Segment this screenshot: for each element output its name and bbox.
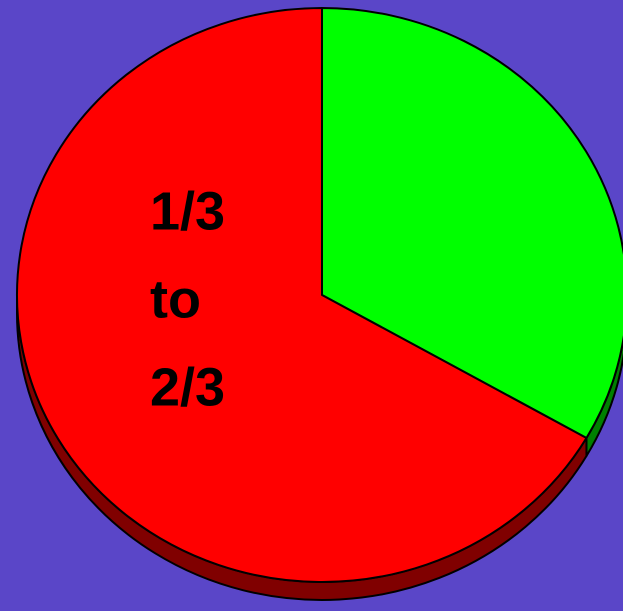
annotation: 1/3 (150, 181, 225, 241)
slice (321, 7, 623, 439)
slice (16, 7, 588, 583)
annotation: 2/3 (150, 357, 225, 417)
annotation: to (150, 269, 201, 329)
